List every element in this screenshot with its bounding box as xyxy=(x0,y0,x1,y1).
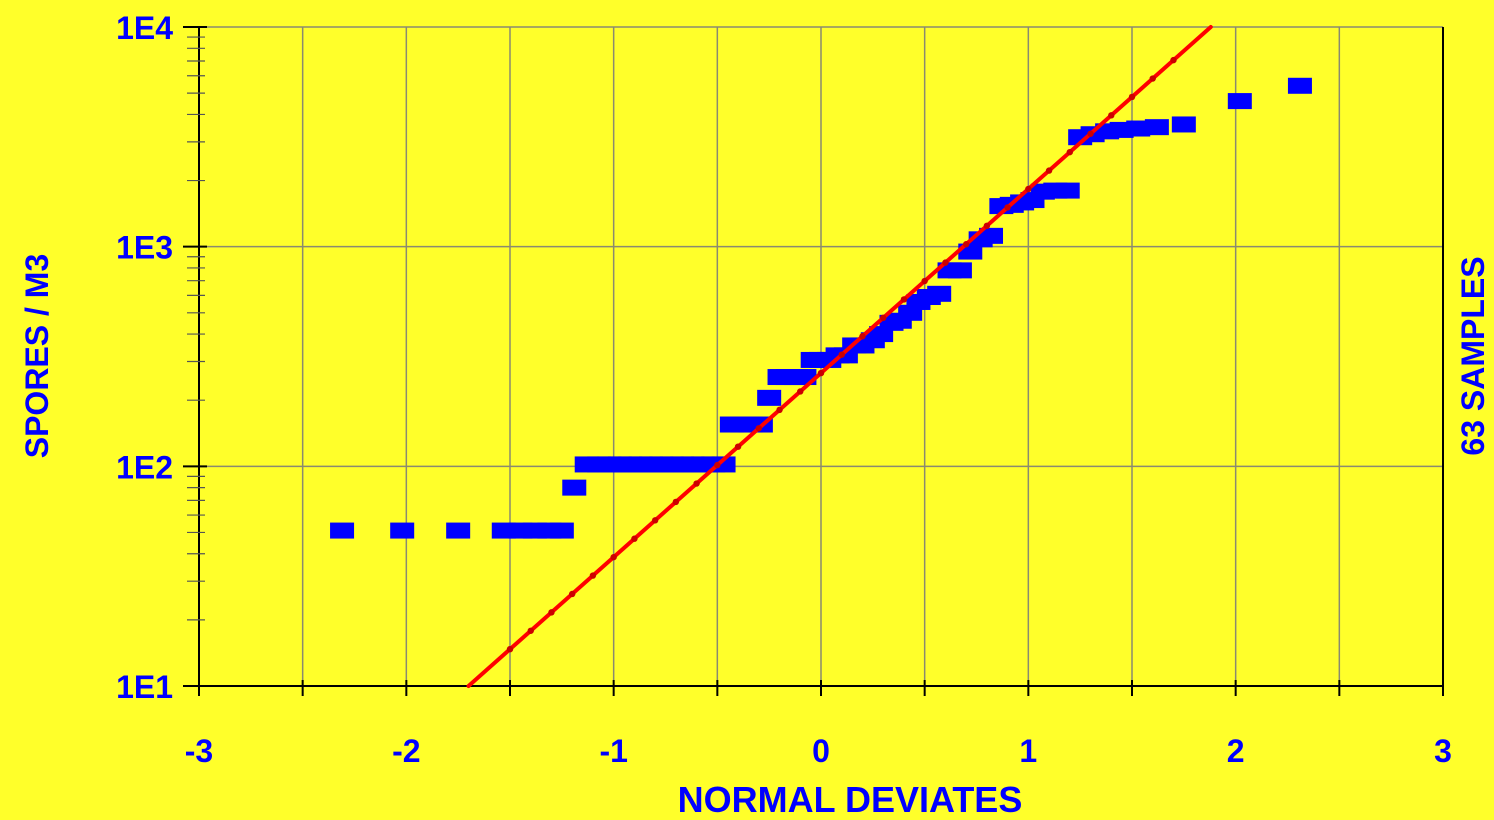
y-tick-label: 1E3 xyxy=(116,230,173,266)
fit-line-marker xyxy=(569,590,576,598)
data-point xyxy=(711,456,736,473)
fit-line-marker xyxy=(610,553,617,561)
fit-line-marker xyxy=(714,461,721,469)
fit-line-marker xyxy=(1149,75,1156,82)
fit-line-marker xyxy=(651,517,659,524)
y-tick-label: 1E1 xyxy=(116,669,173,705)
fit-line-marker xyxy=(506,645,514,653)
fit-line-marker xyxy=(1128,93,1136,101)
data-point xyxy=(1227,93,1252,110)
y-axis-label: SPORES / M3 xyxy=(19,254,55,459)
fit-line-marker xyxy=(880,314,887,322)
fit-line-marker xyxy=(1025,185,1032,193)
y-tick-label: 1E2 xyxy=(116,449,173,485)
tick-labels: 1E1 1E2 1E3 1E4 -3 -2 -1 0 1 2 3 xyxy=(116,10,1452,769)
fit-line-marker xyxy=(983,222,991,230)
fit-line-marker xyxy=(900,296,908,303)
data-point xyxy=(1055,182,1080,199)
fit-line-marker xyxy=(1108,112,1115,119)
fit-line-group xyxy=(466,25,1213,688)
data-point xyxy=(330,522,355,539)
data-point xyxy=(1287,77,1312,94)
fit-line-marker xyxy=(1004,204,1011,211)
x-tick-label: 0 xyxy=(812,733,830,769)
data-point xyxy=(1171,116,1196,133)
fit-line-marker xyxy=(548,609,555,616)
fit-line-marker xyxy=(589,572,597,579)
fit-line-marker xyxy=(942,259,949,266)
data-point xyxy=(927,285,952,302)
fit-line-marker xyxy=(1170,56,1177,64)
fit-line-marker xyxy=(838,351,845,358)
data-point xyxy=(947,262,972,279)
fit-line-marker xyxy=(631,535,638,542)
fit-line-marker xyxy=(672,498,680,506)
fit-line-marker xyxy=(755,425,762,432)
fit-line-marker xyxy=(1045,167,1053,174)
right-axis-label: 63 SAMPLES xyxy=(1455,256,1491,455)
x-tick-label: -2 xyxy=(392,733,420,769)
fit-line-marker xyxy=(859,333,866,340)
data-point xyxy=(1126,120,1151,137)
fit-line-marker xyxy=(1087,130,1094,137)
x-tick-label: 2 xyxy=(1227,733,1245,769)
fit-line-marker xyxy=(734,443,742,450)
fit-line-marker xyxy=(527,627,534,634)
fit-line-marker xyxy=(797,388,804,395)
fit-line-marker xyxy=(962,241,970,248)
x-tick-label: 3 xyxy=(1434,733,1452,769)
data-point xyxy=(757,389,782,406)
fit-line-marker xyxy=(817,369,825,377)
data-point xyxy=(1144,119,1169,136)
data-point xyxy=(562,479,587,496)
fit-line-marker xyxy=(693,480,700,487)
x-tick-label: 1 xyxy=(1019,733,1037,769)
data-point xyxy=(549,522,574,539)
fit-line-marker xyxy=(1066,148,1074,156)
axes xyxy=(183,26,1444,696)
fit-line-marker xyxy=(776,406,783,414)
data-point xyxy=(446,522,471,539)
fit-line-marker xyxy=(921,277,928,285)
y-tick-label: 1E4 xyxy=(116,10,173,46)
x-tick-label: -3 xyxy=(185,733,213,769)
data-point xyxy=(979,227,1004,244)
x-axis-label: NORMAL DEVIATES xyxy=(678,779,1023,820)
x-tick-label: -1 xyxy=(599,733,627,769)
data-point xyxy=(390,522,415,539)
